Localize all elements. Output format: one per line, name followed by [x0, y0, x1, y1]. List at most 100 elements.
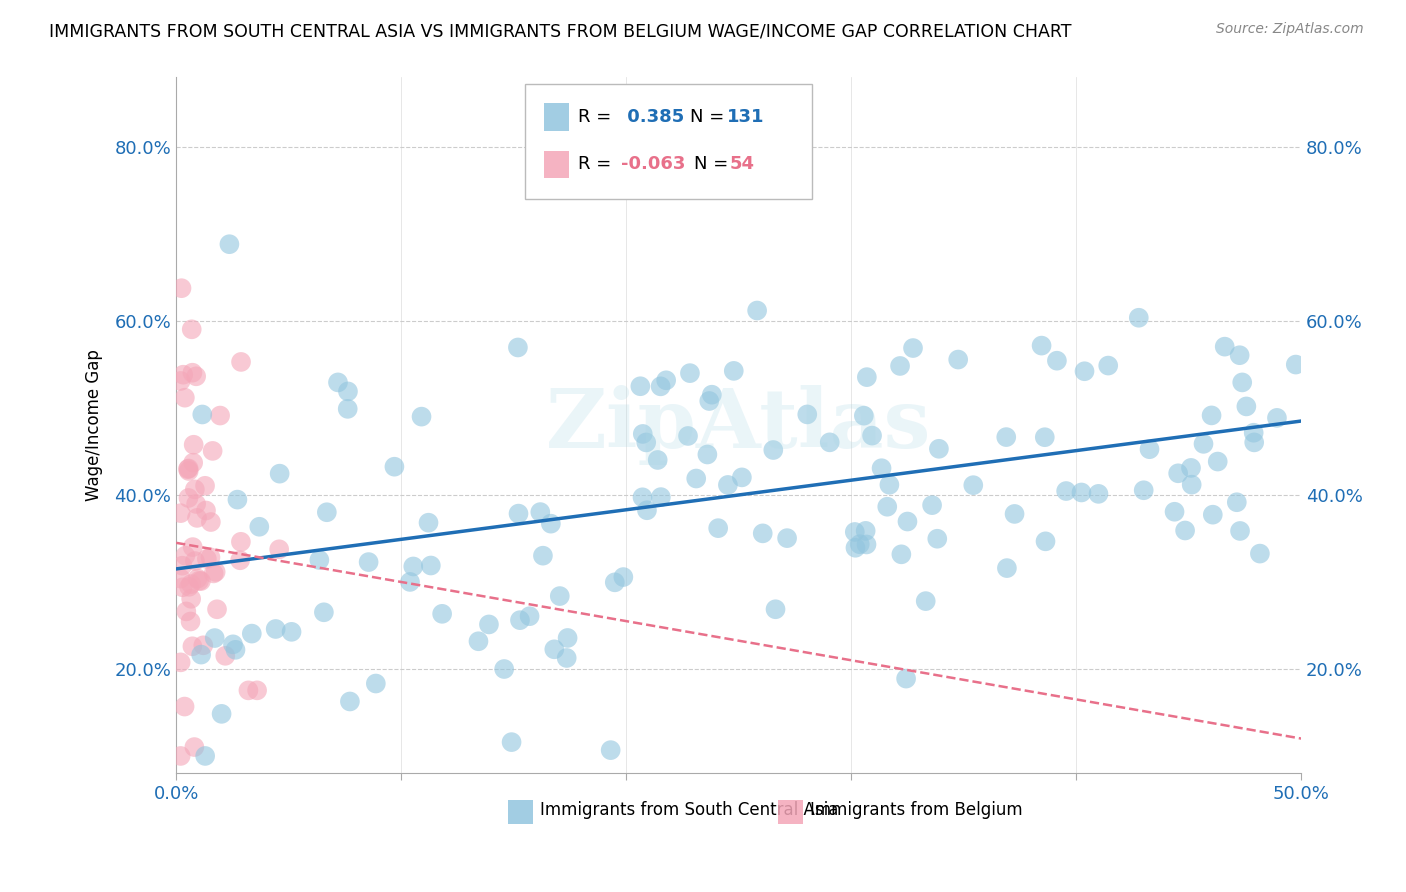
Point	[1206, 454, 1229, 468]
Point	[631, 491, 654, 505]
Point	[169, 374, 191, 388]
Point	[765, 602, 787, 616]
FancyBboxPatch shape	[544, 151, 569, 178]
Point	[229, 534, 252, 549]
Point	[402, 559, 425, 574]
Point	[876, 500, 898, 514]
Point	[336, 384, 359, 399]
Point	[1213, 340, 1236, 354]
Point	[679, 366, 702, 380]
Point	[995, 561, 1018, 575]
Point	[603, 575, 626, 590]
Point	[384, 459, 406, 474]
FancyBboxPatch shape	[524, 85, 811, 199]
Point	[184, 497, 207, 511]
Point	[731, 470, 754, 484]
Point	[411, 409, 433, 424]
Point	[855, 524, 877, 538]
Point	[193, 638, 215, 652]
Point	[211, 706, 233, 721]
Text: N =: N =	[690, 108, 730, 126]
Text: Source: ZipAtlas.com: Source: ZipAtlas.com	[1216, 22, 1364, 37]
Point	[1139, 442, 1161, 457]
Point	[1243, 425, 1265, 440]
Text: ZipAtlas: ZipAtlas	[546, 385, 931, 466]
Point	[628, 379, 651, 393]
Point	[1249, 547, 1271, 561]
Point	[177, 464, 200, 478]
Point	[269, 542, 291, 557]
Point	[856, 370, 879, 384]
Point	[186, 511, 208, 525]
Point	[1192, 437, 1215, 451]
Point	[246, 683, 269, 698]
Point	[1202, 508, 1225, 522]
Point	[194, 748, 217, 763]
Point	[1265, 410, 1288, 425]
Point	[191, 408, 214, 422]
Point	[224, 642, 246, 657]
Point	[180, 577, 202, 591]
Point	[548, 589, 571, 603]
Point	[209, 409, 232, 423]
Point	[901, 341, 924, 355]
Point	[229, 355, 252, 369]
Point	[890, 547, 912, 561]
Point	[1031, 338, 1053, 352]
Point	[1285, 358, 1308, 372]
Point	[418, 516, 440, 530]
Point	[200, 550, 222, 565]
Point	[180, 615, 202, 629]
Point	[187, 572, 209, 586]
Text: R =: R =	[578, 108, 617, 126]
Point	[181, 540, 204, 554]
Point	[1054, 483, 1077, 498]
Point	[519, 609, 541, 624]
Point	[180, 322, 202, 336]
Point	[776, 531, 799, 545]
Point	[529, 505, 551, 519]
Point	[1033, 430, 1056, 444]
Point	[204, 565, 226, 579]
Point	[636, 435, 658, 450]
Point	[202, 566, 225, 581]
Point	[222, 637, 245, 651]
Point	[1035, 534, 1057, 549]
Point	[169, 656, 191, 670]
Point	[180, 591, 202, 606]
Text: 54: 54	[730, 155, 755, 173]
Point	[946, 352, 969, 367]
Point	[174, 549, 197, 563]
Point	[540, 516, 562, 531]
Point	[183, 740, 205, 755]
Point	[184, 483, 207, 497]
Point	[631, 426, 654, 441]
Point	[508, 507, 530, 521]
Point	[190, 574, 212, 588]
Point	[1201, 409, 1223, 423]
Point	[696, 448, 718, 462]
FancyBboxPatch shape	[508, 800, 533, 824]
Point	[879, 477, 901, 491]
Point	[870, 461, 893, 475]
Point	[494, 662, 516, 676]
Point	[183, 438, 205, 452]
Point	[531, 549, 554, 563]
Point	[195, 503, 218, 517]
Point	[723, 364, 745, 378]
Point	[194, 479, 217, 493]
Point	[745, 303, 768, 318]
Point	[685, 471, 707, 485]
FancyBboxPatch shape	[778, 800, 803, 824]
Point	[650, 379, 672, 393]
Point	[240, 626, 263, 640]
Point	[186, 369, 208, 384]
Point	[218, 237, 240, 252]
Point	[1046, 353, 1069, 368]
Point	[173, 699, 195, 714]
Point	[1163, 505, 1185, 519]
Point	[214, 648, 236, 663]
Point	[509, 613, 531, 627]
Point	[1234, 400, 1257, 414]
Point	[636, 503, 658, 517]
